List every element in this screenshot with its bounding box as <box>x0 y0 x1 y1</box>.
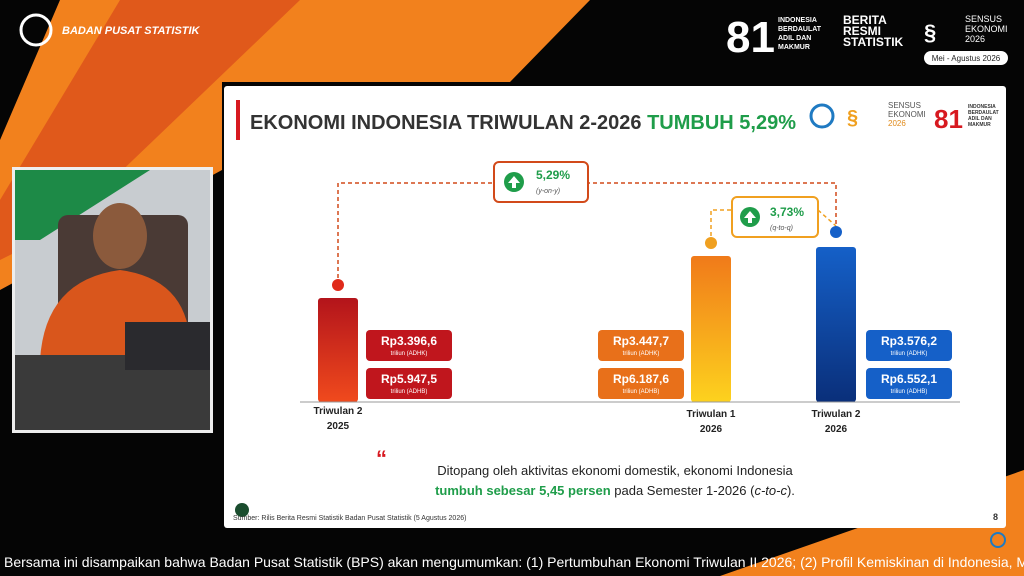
bar <box>318 298 358 402</box>
census-logo: § <box>924 20 936 45</box>
period-label: Triwulan 2 <box>812 409 861 420</box>
qtq-box <box>731 196 819 238</box>
motto-line: INDONESIA <box>778 17 817 24</box>
value-unit: triliun (ADHB) <box>623 389 660 395</box>
yoy-note: (y-on-y) <box>536 188 560 195</box>
quote-mark: “ <box>376 446 387 471</box>
motto: INDONESIA BERDAULAT ADIL DAN MAKMUR <box>778 17 822 51</box>
qtq-note: (q-to-q) <box>770 225 793 232</box>
note-rest: pada Semester 1-2026 ( <box>611 483 755 498</box>
value-unit: triliun (ADHB) <box>891 389 928 395</box>
value: Rp3.396,6 <box>381 334 437 348</box>
note-highlight: tumbuh sebesar 5,45 persen <box>435 483 611 498</box>
bar <box>816 247 856 402</box>
title-accent <box>236 100 240 140</box>
title-text: EKONOMI INDONESIA TRIWULAN 2-2026 <box>250 112 642 134</box>
value-unit: triliun (ADHK) <box>623 351 660 357</box>
period-year: 2026 <box>700 424 723 435</box>
value-boxes: Rp3.396,6 triliun (ADHK) Rp5.947,5 triliun … <box>366 330 952 399</box>
bps-watermark <box>990 532 1006 548</box>
period-pill <box>924 51 1008 65</box>
census-line: EKONOMI <box>965 24 1008 34</box>
value-box <box>366 368 452 399</box>
up-arrow <box>508 176 520 188</box>
yoy-value: 5,29% <box>536 168 570 182</box>
motto-mini-line: BERDAULAT <box>968 110 999 116</box>
marker <box>830 226 842 238</box>
value: Rp3.447,7 <box>613 334 669 348</box>
value: Rp6.187,6 <box>613 372 669 386</box>
ticker: Bersama ini disampaikan bahwa Badan Pusa… <box>4 554 1024 570</box>
census-mini-line: 2026 <box>888 119 906 128</box>
period-year: 2025 <box>327 421 350 432</box>
period-label: Triwulan 2 <box>314 406 363 417</box>
brs-line: RESMI <box>843 24 881 38</box>
marker <box>705 237 717 249</box>
brs: BERITA RESMI STATISTIK <box>843 13 904 49</box>
period-label: Triwulan 1 <box>687 409 736 420</box>
motto-mini: INDONESIA BERDAULAT ADIL DAN MAKMUR <box>968 104 999 128</box>
value-unit: triliun (ADHK) <box>391 351 428 357</box>
webcam <box>12 167 213 433</box>
source: Sumber: Rilis Berita Resmi Statistik Bad… <box>233 515 466 522</box>
value-box <box>866 368 952 399</box>
bar <box>691 256 731 402</box>
tablet <box>125 322 210 370</box>
value-box <box>366 330 452 361</box>
value-unit: triliun (ADHK) <box>891 351 928 357</box>
value-box <box>598 368 684 399</box>
title-highlight: TUMBUH 5,29% <box>647 112 796 134</box>
note-end: ). <box>787 483 795 498</box>
census: SENSUS EKONOMI 2026 <box>965 14 1008 44</box>
motto-line: BERDAULAT <box>778 26 822 33</box>
value: Rp3.576,2 <box>881 334 937 348</box>
value: Rp5.947,5 <box>381 372 437 386</box>
census-mini-line: EKONOMI <box>888 110 926 119</box>
note-line: Ditopang oleh aktivitas ekonomi domestik… <box>437 463 793 478</box>
note-term: c-to-c <box>754 483 787 498</box>
motto-mini-line: ADIL DAN <box>968 116 992 122</box>
period-labels: Triwulan 2 2025 Triwulan 1 2026 Triwulan… <box>314 406 861 435</box>
bps-mini <box>809 103 835 129</box>
note-line: tumbuh sebesar 5,45 persen pada Semester… <box>435 483 795 498</box>
brs-line: BERITA <box>843 13 887 27</box>
motto-line: MAKMUR <box>778 44 810 51</box>
hut-mini: 81 <box>934 104 963 134</box>
yoy-box <box>493 161 589 203</box>
up-arrow <box>744 211 756 223</box>
motto-line: ADIL DAN <box>778 35 811 42</box>
period-year: 2026 <box>825 424 848 435</box>
value: Rp6.552,1 <box>881 372 937 386</box>
head <box>93 203 147 269</box>
wall-logo <box>15 170 150 240</box>
census-mini-line: SENSUS <box>888 101 921 110</box>
brs-line: STATISTIK <box>843 35 904 49</box>
bps-logo <box>19 13 53 47</box>
slide-title: EKONOMI INDONESIA TRIWULAN 2-2026 TUMBUH… <box>250 112 796 134</box>
value-box <box>598 330 684 361</box>
census-line: SENSUS <box>965 14 1002 24</box>
value-box <box>866 330 952 361</box>
slide-logos: § SENSUS EKONOMI 2026 81 INDONESIA BERDA… <box>809 101 999 134</box>
hut-logo: 81 <box>726 13 775 62</box>
census-line: 2026 <box>965 34 985 44</box>
motto-mini-line: MAKMUR <box>968 122 991 128</box>
page-number: 8 <box>993 512 998 522</box>
period: Mei - Agustus 2026 <box>932 54 1001 63</box>
org-name: BADAN PUSAT STATISTIK <box>62 25 201 37</box>
motto-mini-line: INDONESIA <box>968 104 996 110</box>
pen-icon <box>235 503 249 517</box>
value-unit: triliun (ADHB) <box>391 389 428 395</box>
census-mini: § <box>847 107 858 129</box>
qtq-value: 3,73% <box>770 205 804 219</box>
marker <box>332 279 344 291</box>
